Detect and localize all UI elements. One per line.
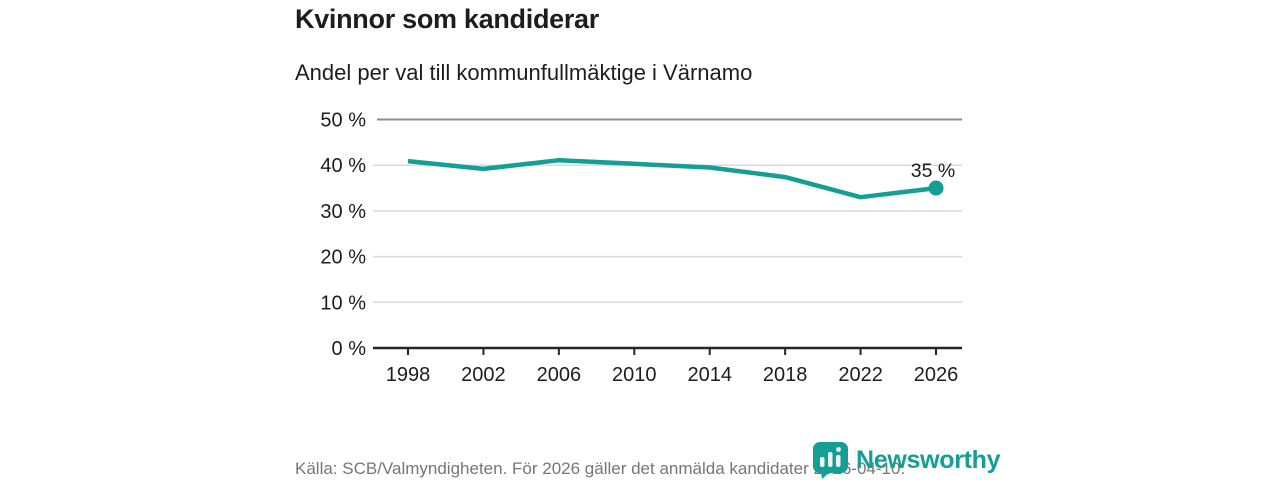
- source-note: Källa: SCB/Valmyndigheten. För 2026 gäll…: [295, 459, 906, 478]
- bar-chart-bubble-icon: [813, 442, 848, 479]
- x-axis-tick-label: 2014: [687, 364, 732, 386]
- newsworthy-wordmark: Newsworthy: [856, 446, 1001, 474]
- x-axis-tick-label: 2022: [838, 364, 883, 386]
- y-axis-tick-label: 50 %: [320, 110, 366, 132]
- x-axis-tick-label: 2002: [461, 364, 506, 386]
- y-axis-tick-label: 0 %: [332, 338, 367, 360]
- y-axis-tick-label: 30 %: [320, 201, 366, 223]
- x-axis-tick-label: 2010: [612, 364, 657, 386]
- x-axis-tick-label: 2018: [763, 364, 808, 386]
- chart-subtitle: Andel per val till kommunfullmäktige i V…: [295, 60, 753, 85]
- x-axis-tick-label: 1998: [386, 364, 431, 386]
- data-point-marker: [928, 180, 944, 196]
- y-axis-tick-label: 20 %: [320, 247, 366, 269]
- data-point-label: 35 %: [911, 160, 955, 182]
- chart-title: Kvinnor som kandiderar: [295, 4, 599, 34]
- data-line: [407, 157, 937, 200]
- y-axis-tick-label: 10 %: [320, 292, 366, 314]
- x-axis-tick-label: 2026: [914, 364, 959, 386]
- x-axis-tick-label: 2006: [537, 364, 582, 386]
- newsworthy-logo: Newsworthy: [812, 442, 1001, 479]
- y-axis-tick-label: 40 %: [320, 155, 366, 177]
